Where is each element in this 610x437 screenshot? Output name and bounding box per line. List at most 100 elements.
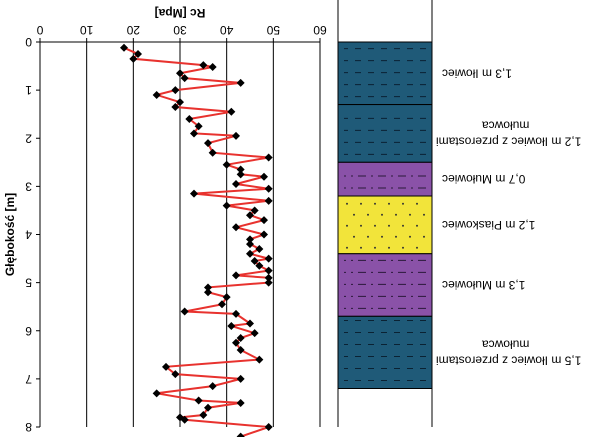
data-point-16 <box>232 131 240 140</box>
x-axis-title: Rc [Mpa] <box>155 6 206 20</box>
layer-fill <box>337 253 433 317</box>
data-point-5 <box>176 69 184 78</box>
data-point-24 <box>232 179 240 188</box>
lithology-layer-1: 1,2 m Iłowiec z przerostami mułowca <box>337 104 581 163</box>
data-point-61 <box>208 382 217 391</box>
axis-layer: 0 10 20 30 40 50 60 0 1 2 3 4 5 6 7 8 <box>25 23 327 434</box>
lithology-label: 0,7 m Mułowiec <box>442 172 525 186</box>
data-point-50 <box>232 309 240 318</box>
x-tick-label-60: 60 <box>313 23 327 37</box>
layer-pattern-dot <box>402 202 404 205</box>
lithology-layer-4: 1,3 m Mułowiec <box>337 253 525 317</box>
data-point-58 <box>162 362 170 371</box>
data-point-41 <box>264 266 273 275</box>
data-point-43 <box>264 273 273 282</box>
y-tick-label-5: 5 <box>25 276 32 290</box>
data-point-57 <box>255 355 264 364</box>
data-point-23 <box>260 172 268 181</box>
y-tick-label-6: 6 <box>25 324 32 338</box>
data-point-42 <box>232 271 240 280</box>
data-point-36 <box>255 244 264 253</box>
data-point-26 <box>190 189 198 198</box>
layer-pattern-dot <box>409 235 411 238</box>
y-tick-label-8: 8 <box>25 420 32 434</box>
data-point-32 <box>232 223 240 232</box>
lithology-layer-0: 1,3 m Iłowiec <box>337 41 512 106</box>
layer-pattern-dot <box>395 213 397 216</box>
data-point-14 <box>194 122 203 131</box>
data-point-64 <box>236 398 245 407</box>
data-point-33 <box>260 230 268 239</box>
layer-fill <box>337 104 433 163</box>
layer-pattern-dot <box>381 235 383 238</box>
layer-pattern-dot <box>353 213 355 216</box>
lithology-label-line1: 1,2 m Iłowiec z przerostami <box>436 134 581 148</box>
grid-layer <box>86 42 321 427</box>
layer-pattern-dot <box>402 246 404 249</box>
layer-pattern-dot <box>416 246 418 249</box>
data-point-13 <box>185 115 194 123</box>
data-point-8 <box>171 86 180 95</box>
data-point-2 <box>129 54 138 63</box>
data-point-44 <box>264 278 273 287</box>
data-point-28 <box>222 201 231 210</box>
data-point-46 <box>204 288 212 297</box>
data-point-63 <box>194 396 203 405</box>
data-point-59 <box>171 370 180 379</box>
data-point-60 <box>236 374 245 383</box>
data-point-6 <box>180 74 189 83</box>
data-point-62 <box>152 389 161 398</box>
data-point-11 <box>171 102 180 111</box>
data-point-69 <box>264 423 273 431</box>
data-point-25 <box>264 184 273 193</box>
layer-pattern-dot <box>381 213 383 216</box>
y-tick-label-2: 2 <box>25 131 32 145</box>
data-point-18 <box>208 148 217 157</box>
series-line <box>123 46 272 437</box>
layer-pattern-dot <box>388 246 390 249</box>
data-point-54 <box>236 333 245 342</box>
layer-pattern-dot <box>388 224 390 227</box>
layer-pattern-dot <box>374 224 376 227</box>
layer-pattern-dot <box>367 213 369 216</box>
lithology-layer-3: 1,2 m Piaskowiec <box>337 195 535 255</box>
data-point-1 <box>134 50 142 59</box>
data-point-12 <box>227 107 236 116</box>
data-point-66 <box>199 410 208 419</box>
x-tick-label-0: 0 <box>36 23 43 37</box>
layer-pattern-dot <box>360 224 362 227</box>
layer-pattern-dot <box>395 235 397 238</box>
x-tick-label-40: 40 <box>220 23 234 37</box>
layer-fill <box>337 41 433 106</box>
x-tick-label-50: 50 <box>266 23 280 37</box>
layer-pattern-dot <box>416 202 418 205</box>
lithology-label: 1,3 m Iłowiec <box>442 66 512 80</box>
y-tick-label-3: 3 <box>25 179 32 193</box>
data-point-17 <box>204 139 212 148</box>
data-point-0 <box>120 43 128 52</box>
x-tick-label-20: 20 <box>126 23 140 37</box>
lithology-layer-5: 1,5 m Iłowiec z przerostami mułowca <box>337 315 581 389</box>
lithology-label-line2: mułowca <box>482 337 530 351</box>
data-point-65 <box>204 403 212 412</box>
layer-pattern-dot <box>353 235 355 238</box>
y-axis-title: Głębokość [m] <box>3 193 17 276</box>
layer-pattern-dot <box>423 213 425 216</box>
data-point-7 <box>236 78 245 87</box>
layer-pattern-dot <box>409 213 411 216</box>
data-point-19 <box>264 153 273 162</box>
lithology-label-line1: 1,5 m Iłowiec z przerostami <box>436 353 581 367</box>
layer-pattern-dot <box>374 202 376 205</box>
data-point-39 <box>250 256 259 265</box>
data-point-10 <box>176 98 184 107</box>
series-layer <box>120 43 273 437</box>
data-point-3 <box>199 61 208 70</box>
data-point-53 <box>250 329 259 338</box>
layer-pattern-dot <box>346 246 348 249</box>
data-point-34 <box>246 235 254 244</box>
lithology-column: 1,3 m Iłowiec 1,2 m Iłowiec z przerostami… <box>337 0 581 427</box>
data-point-30 <box>246 211 254 220</box>
y-tick-label-7: 7 <box>25 372 32 386</box>
